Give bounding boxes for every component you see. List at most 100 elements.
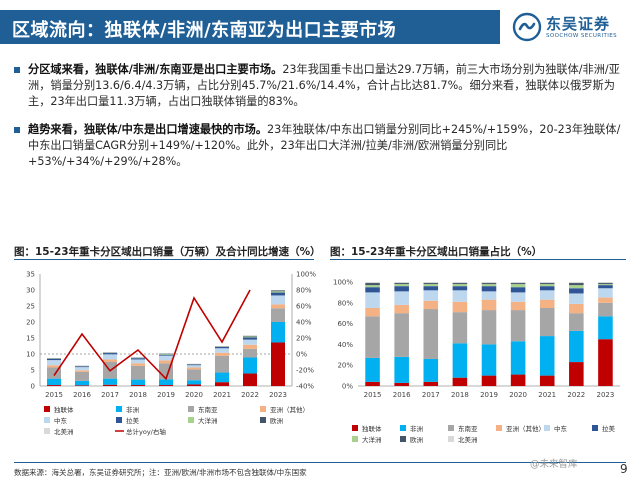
x-tick-label: 2015 xyxy=(364,391,382,399)
bar-segment xyxy=(131,363,145,366)
bar-segment xyxy=(423,286,439,291)
x-tick-label: 2017 xyxy=(422,391,440,399)
bar-segment xyxy=(103,359,117,362)
legend-label: 大洋洲 xyxy=(362,435,382,444)
bar-segment xyxy=(481,344,497,376)
share-chart: 0% 20% 40% 60% 80% 100% 2015 2016 2017 2018 2019 20… xyxy=(333,279,620,444)
bar-segment xyxy=(569,283,584,286)
bar-segment xyxy=(598,282,613,284)
volume-chart: 0 5 10 15 20 25 30 35 -40% -20% 0% 20% 40% 60% 80% 100%… xyxy=(26,271,316,437)
bar-segment xyxy=(271,295,285,305)
legend-label: 总计yoy/右轴 xyxy=(126,427,166,436)
bar-segment xyxy=(539,299,555,308)
y2-tick-label: 20% xyxy=(296,335,312,343)
bar-segment xyxy=(539,282,555,284)
bar-segment xyxy=(215,355,229,373)
bar-segment xyxy=(394,304,409,314)
bar-segment xyxy=(569,293,584,304)
bar-segment xyxy=(452,301,468,313)
bar-segment xyxy=(365,283,380,286)
bar-segment xyxy=(394,282,409,284)
bar-segment xyxy=(394,284,409,287)
bar-segment xyxy=(569,303,584,314)
bar-segment xyxy=(365,285,380,288)
legend-label: 东南亚 xyxy=(458,424,478,433)
bar-segment xyxy=(243,337,257,340)
bar-segment xyxy=(452,290,468,302)
bar-segment xyxy=(271,308,285,322)
x-tick-label: 2023 xyxy=(269,391,287,399)
bullet-regional: 分区域来看，独联体/非洲/东南亚是出口主要市场。23年我国重卡出口量达29.7万… xyxy=(14,62,628,110)
y-tick-label: 10 xyxy=(26,351,35,359)
bar-segment xyxy=(481,284,497,287)
bar-segment xyxy=(423,290,439,301)
bar-segment xyxy=(510,310,526,342)
bar-segment xyxy=(215,382,229,386)
bar-segment xyxy=(510,284,526,288)
bar-segment xyxy=(569,285,584,289)
bar-segment xyxy=(243,339,257,345)
legend-label: 北美洲 xyxy=(458,435,478,444)
bar-segment xyxy=(598,285,613,289)
bar-segment xyxy=(510,301,526,311)
bar-segment xyxy=(243,357,257,374)
bar-segment xyxy=(481,291,497,300)
bar-segment xyxy=(365,357,380,382)
bullet-body: 23年独联体/中东出口销量分别同比+245%/+159%，20-23年独联体/中… xyxy=(28,123,621,168)
bar-segment xyxy=(539,375,555,386)
y2-tick-label: 100% xyxy=(296,271,316,279)
bar-segment xyxy=(103,353,117,355)
bar-segment xyxy=(215,346,229,349)
bar-segment xyxy=(539,284,555,287)
bar-segment xyxy=(423,309,439,359)
bar-segment xyxy=(271,292,285,296)
bar-segment xyxy=(215,372,229,383)
x-tick-label: 2018 xyxy=(451,391,469,399)
legend-swatch xyxy=(544,425,550,431)
bar-segment xyxy=(539,286,555,291)
bar-segment xyxy=(423,282,439,284)
y-tick-label: 0 xyxy=(31,383,35,391)
bar-segment xyxy=(423,300,439,310)
bar-segment xyxy=(481,299,497,311)
bar-segment xyxy=(75,380,89,386)
bullet-lead: 趋势来看，独联体/中东是出口增速最快的市场。 xyxy=(28,123,268,136)
bar-segment xyxy=(159,354,173,355)
bar-segment xyxy=(47,358,61,361)
legend-swatch xyxy=(44,417,50,423)
bar-segment xyxy=(187,380,201,385)
bar-segment xyxy=(47,385,61,386)
bullet-square-icon xyxy=(14,127,20,133)
legend-swatch xyxy=(188,406,194,412)
bar-segment xyxy=(215,348,229,353)
bar-segment xyxy=(481,286,497,292)
y-tick-label: 60% xyxy=(337,320,353,328)
bar-segment xyxy=(75,385,89,386)
bar-segment xyxy=(452,286,468,291)
yoy-line xyxy=(53,289,251,381)
legend-swatch xyxy=(116,417,122,423)
legend-swatch xyxy=(44,406,50,412)
bar-segment xyxy=(215,352,229,356)
data-source-note: 数据来源：海关总署，东吴证券研究所；注：亚洲/欧洲/非洲市场不包含独联体/中东国… xyxy=(14,468,307,477)
bar-segment xyxy=(271,291,285,293)
bar-segment xyxy=(452,312,468,344)
y-tick-label: 15 xyxy=(26,335,35,343)
bar-segment xyxy=(75,370,89,372)
bar-segment xyxy=(131,379,145,386)
bar-segment xyxy=(452,283,468,285)
bar-segment xyxy=(510,374,526,386)
bar-segment xyxy=(510,287,526,293)
x-tick-label: 2021 xyxy=(213,391,231,399)
bar-segment xyxy=(365,287,380,293)
y-tick-label: 100% xyxy=(333,279,353,287)
bar-segment xyxy=(159,355,173,361)
bar-segment xyxy=(159,354,173,356)
bar-segment xyxy=(159,385,173,386)
page-number: 9 xyxy=(620,462,628,476)
bar-segment xyxy=(187,384,201,386)
bar-segment xyxy=(103,354,117,360)
bar-segment xyxy=(481,282,497,284)
bar-segment xyxy=(452,284,468,287)
bar-segment xyxy=(569,313,584,331)
